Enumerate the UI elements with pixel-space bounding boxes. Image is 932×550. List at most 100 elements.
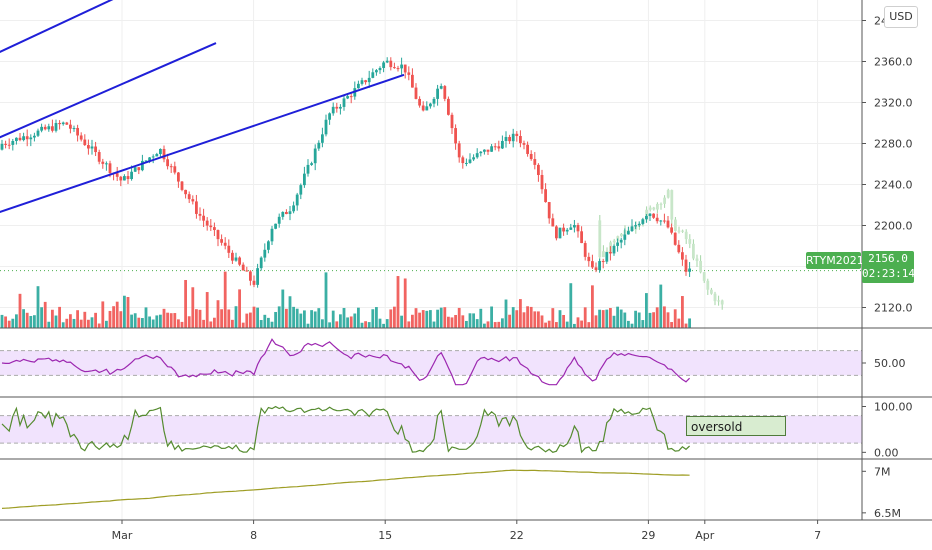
- volume-bar: [544, 322, 547, 328]
- volume-bar: [180, 321, 184, 328]
- candle-body: [173, 166, 177, 173]
- candle-body: [403, 64, 407, 73]
- volume-bar: [641, 320, 645, 328]
- candle-body: [101, 161, 105, 164]
- volume-bar: [457, 307, 461, 328]
- candle-body: [472, 157, 475, 160]
- volume-bar: [576, 317, 580, 328]
- volume-bar: [227, 309, 231, 328]
- volume-bar: [468, 313, 472, 328]
- volume-bar: [94, 312, 97, 328]
- candle-body: [162, 148, 166, 160]
- volume-bar: [605, 309, 609, 328]
- candle-body: [198, 213, 202, 216]
- volume-bar: [382, 323, 385, 328]
- price-tick-label: 2120.0: [874, 302, 913, 315]
- volume-bar: [389, 309, 393, 328]
- volume-bar: [65, 318, 69, 328]
- projection-body: [674, 219, 677, 231]
- trendline[interactable]: [0, 0, 122, 56]
- candle-body: [155, 154, 159, 157]
- volume-bar: [112, 306, 115, 328]
- candle-body: [29, 137, 33, 140]
- candle-body: [580, 231, 583, 244]
- volume-bar: [425, 310, 429, 328]
- candle-body: [551, 218, 555, 227]
- volume-bar: [141, 318, 144, 328]
- trendlines[interactable]: [0, 0, 405, 215]
- candle-body: [418, 98, 421, 106]
- volume-bar: [659, 284, 663, 328]
- candle-body: [457, 143, 461, 158]
- indicator-tick-label: 6.5M: [874, 507, 901, 520]
- candle-body: [292, 205, 295, 212]
- candle-body: [393, 67, 396, 69]
- candle-body: [569, 227, 573, 230]
- volume-bar: [447, 316, 450, 328]
- volume-bar: [601, 310, 605, 328]
- candle-body: [511, 133, 515, 142]
- projection-body: [659, 203, 663, 205]
- price-tick-label: 2240.0: [874, 179, 913, 192]
- volume-bar: [234, 306, 238, 328]
- projection-body: [652, 207, 656, 210]
- volume-bar: [529, 306, 533, 328]
- volume-bar: [540, 315, 544, 328]
- candle-body: [367, 77, 371, 83]
- trendline[interactable]: [0, 73, 405, 215]
- candle-body: [501, 140, 504, 149]
- currency-button[interactable]: USD: [884, 6, 918, 28]
- volume-bar: [191, 287, 195, 328]
- volume-bar: [357, 307, 360, 328]
- last-price: 2156.0: [868, 252, 908, 265]
- candle-body: [627, 231, 630, 235]
- volume-bar: [432, 321, 436, 328]
- trendline[interactable]: [0, 42, 217, 141]
- time-tick-label: 7: [814, 529, 821, 542]
- candle-body: [641, 219, 645, 224]
- volume-bar: [209, 321, 213, 328]
- volume-bar: [173, 313, 177, 328]
- projection-body: [717, 300, 720, 302]
- candle-body: [4, 143, 7, 145]
- candle-body: [151, 156, 155, 158]
- volume-bar: [29, 315, 33, 328]
- candle-body: [515, 133, 519, 137]
- volume-bar: [479, 308, 483, 328]
- projection-body: [695, 258, 699, 261]
- volume-bar: [169, 313, 173, 328]
- candle-body: [288, 211, 292, 215]
- volume-bar: [306, 323, 310, 328]
- candle-body: [216, 230, 220, 240]
- candle-body: [479, 151, 483, 154]
- candle-body: [684, 259, 688, 272]
- last-price-flag: 2156.0 02:23:14: [862, 251, 915, 283]
- volume-bar: [97, 323, 101, 328]
- volume-bar: [569, 283, 573, 328]
- symbol-label: RTYM2021: [806, 252, 864, 269]
- volume-bar: [472, 313, 475, 328]
- candle-body: [659, 220, 663, 222]
- projection-body: [720, 300, 724, 305]
- candle-body: [277, 216, 281, 224]
- candle-body: [688, 268, 691, 272]
- candle-body: [299, 185, 303, 195]
- candle-body: [184, 189, 187, 195]
- volume-bar: [328, 322, 331, 328]
- projection-body: [681, 230, 684, 232]
- volume-bar: [511, 307, 515, 328]
- candle-body: [115, 173, 119, 177]
- candle-body: [7, 144, 11, 146]
- volume-bar: [198, 309, 202, 328]
- candle-body: [285, 212, 288, 215]
- volume-bar: [40, 307, 43, 328]
- volume-bar: [407, 321, 411, 328]
- indicator-tick-label: 0.00: [874, 446, 899, 459]
- volume-bar: [393, 306, 396, 328]
- volume-bar: [25, 312, 29, 328]
- volume-bar: [148, 316, 151, 328]
- volume-bar: [292, 306, 295, 328]
- oversold-note[interactable]: oversold: [686, 416, 786, 436]
- volume-bar: [223, 271, 227, 328]
